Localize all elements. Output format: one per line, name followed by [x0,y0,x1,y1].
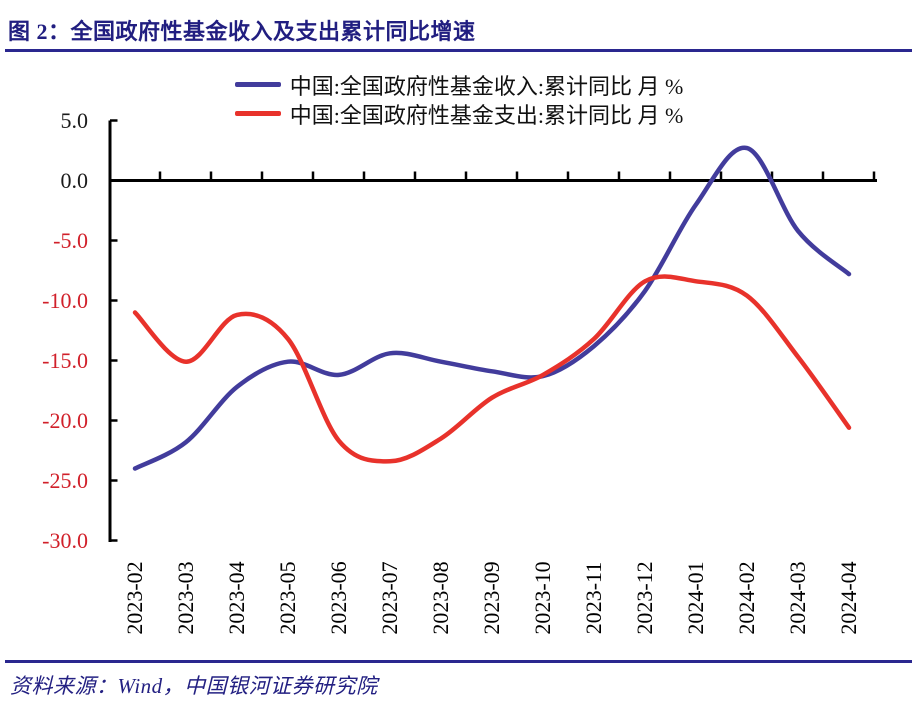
x-tick-label: 2023-04 [224,561,249,635]
legend-item-expenditure: 中国:全国政府性基金支出:累计同比 月 % [234,100,684,128]
y-tick-label: -30.0 [42,527,88,553]
y-tick-label: -20.0 [42,407,88,433]
expenditure-line-path [132,274,852,464]
x-tick-label: 2023-11 [581,561,606,635]
legend-label-revenue: 中国:全国政府性基金收入:累计同比 月 % [289,73,684,99]
y-tick-label: 5.0 [60,107,89,133]
x-tick-label: 2024-01 [683,561,708,635]
y-tick-label: -15.0 [42,347,88,373]
x-tick-label: 2023-03 [173,561,198,635]
x-tick-label: 2023-10 [530,561,555,635]
revenue-line-swatch-icon [234,82,281,87]
x-tick-label: 2023-02 [122,561,147,635]
y-tick-label: -10.0 [42,287,88,313]
figure-header: 图 2：全国政府性基金收入及支出累计同比增速 [0,0,918,52]
x-tick-label: 2023-09 [479,561,504,635]
y-tick-label: -5.0 [53,227,88,253]
x-tick-label: 2024-02 [734,561,759,635]
source-note: 资料来源：Wind，中国银河证券研究院 [10,674,378,698]
x-tick-label: 2023-05 [275,561,300,635]
revenue-line-path [132,145,852,471]
footer-divider [5,660,912,663]
figure-title: 图 2：全国政府性基金收入及支出累计同比增速 [8,19,476,44]
chart-legend: 中国:全国政府性基金收入:累计同比 月 % 中国:全国政府性基金支出:累计同比 … [0,71,918,128]
x-tick-label: 2023-08 [428,561,453,635]
x-tick-label: 2023-07 [377,561,402,635]
x-tick-label: 2024-04 [836,561,861,635]
x-tick-label: 2023-06 [326,561,351,635]
y-tick-label: 0.0 [60,167,89,193]
header-divider [5,49,912,52]
y-tick-label: -25.0 [42,467,88,493]
legend-item-revenue: 中国:全国政府性基金收入:累计同比 月 % [234,71,684,99]
expenditure-line-swatch-icon [234,111,281,116]
x-tick-label: 2023-12 [632,561,657,635]
legend-label-expenditure: 中国:全国政府性基金支出:累计同比 月 % [289,102,684,128]
x-tick-label: 2024-03 [785,561,810,635]
